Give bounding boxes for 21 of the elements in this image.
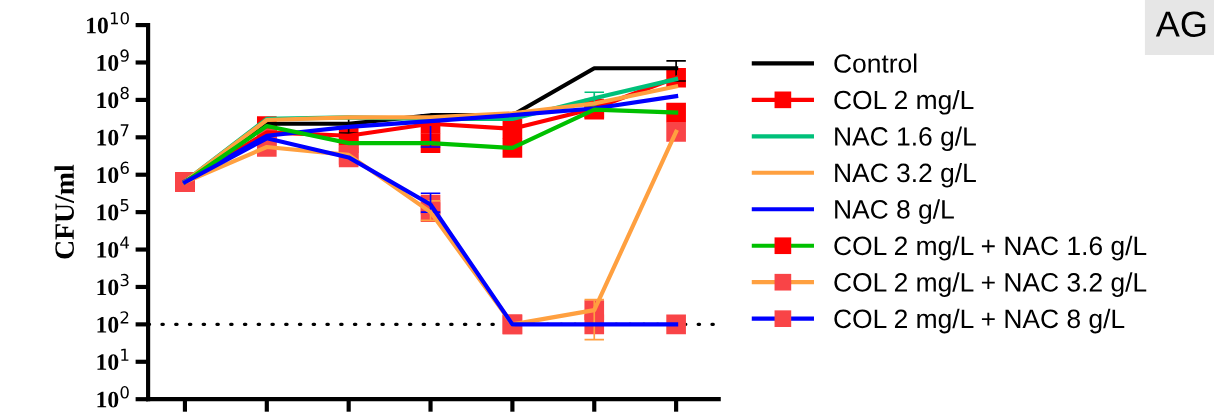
y-tick-label: 10$^{5}$: [97, 199, 129, 221]
legend-label: NAC 1.6 g/L: [835, 126, 976, 152]
y-tick-label: 10$^{8}$: [97, 86, 129, 109]
legend-label: NAC 8 g/L: [835, 199, 954, 224]
y-tick-label: 10$^{6}$: [97, 161, 129, 184]
y-tick-label: 10$^{10}$: [87, 11, 129, 34]
legend-label: COL 2 mg/L: [834, 89, 974, 115]
y-tick-label: 10$^{1}$: [97, 348, 129, 371]
legend-label: Control: [834, 53, 917, 73]
y-tick-label: 10$^{4}$: [97, 236, 129, 258]
legend-label: NAC 3.2 g/L: [835, 162, 976, 188]
y-tick-label: 10$^{9}$: [97, 49, 129, 71]
legend-label: COL 2 mg/L + NAC 1.6 g/L: [834, 235, 1147, 261]
y-tick-label: 10$^{3}$: [97, 273, 129, 296]
y-tick-label: 10$^{2}$: [97, 311, 129, 333]
y-tick-label: 10$^{0}$: [97, 386, 129, 408]
y-tick-label: 10$^{7}$: [97, 124, 129, 146]
y-axis-title: CFU/ml: [54, 164, 74, 259]
text: AG: [1155, 11, 1206, 37]
legend-label: COL 2 mg/L + NAC 3.2 g/L: [834, 272, 1147, 297]
legend-label: COL 2 mg/L + NAC 8 g/L: [834, 308, 1125, 334]
